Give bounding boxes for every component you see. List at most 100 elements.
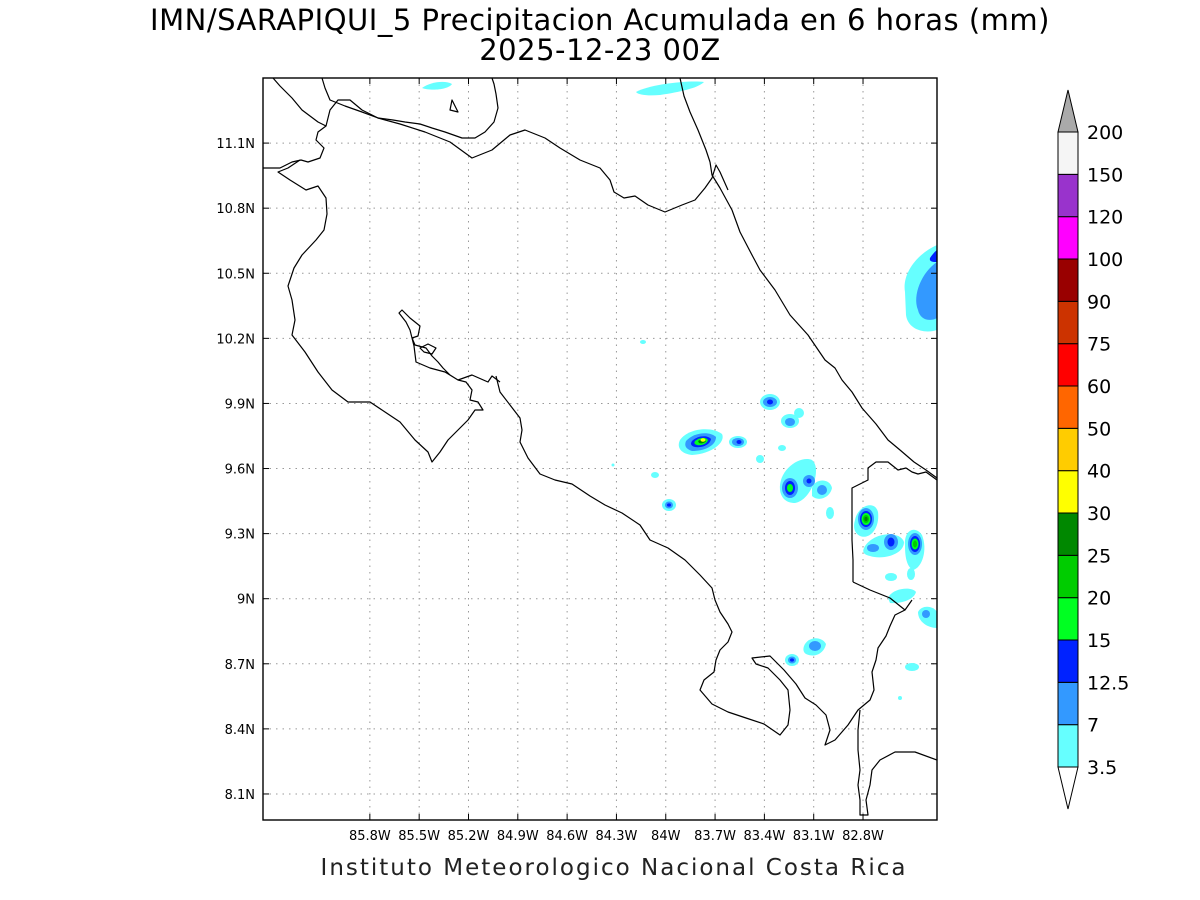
precip-cell	[806, 478, 812, 484]
y-tick-label: 8.4N	[225, 723, 255, 738]
colorbar-swatch	[1057, 385, 1079, 429]
precip-cell	[809, 641, 821, 651]
y-tick-label: 10.2N	[216, 332, 255, 347]
y-tick-label: 9N	[237, 593, 255, 608]
x-tick-label: 85.2W	[448, 829, 490, 844]
x-tick-label: 82.8W	[842, 829, 884, 844]
colorbar-label: 3.5	[1087, 757, 1117, 779]
precip-cell	[767, 399, 773, 405]
precip-area-north-1	[422, 81, 452, 90]
lake-nicaragua-shore	[321, 78, 499, 139]
precip-speck	[778, 445, 786, 451]
precip-cell	[913, 540, 917, 548]
coastline	[263, 78, 937, 816]
border-nicaragua	[325, 99, 729, 213]
x-tick-label: 84.3W	[596, 829, 638, 844]
colorbar-label: 120	[1087, 207, 1123, 229]
coastline-panama-pacific	[857, 709, 937, 816]
map-frame	[262, 77, 938, 821]
precip-area-north-2	[636, 81, 704, 96]
colorbar-label: 60	[1087, 376, 1111, 398]
colorbar-swatch	[1057, 343, 1079, 387]
precip-cell	[867, 544, 879, 552]
coastline-pacific-central	[495, 375, 913, 746]
colorbar-swatch	[1057, 724, 1079, 768]
precip-speck	[640, 340, 646, 344]
precip-speck	[885, 573, 897, 581]
colorbar-swatch	[1057, 470, 1079, 514]
colorbar-label: 150	[1087, 164, 1123, 186]
colorbar-label: 100	[1087, 249, 1123, 271]
precip-cell	[700, 438, 706, 442]
x-tick-label: 84.9W	[497, 829, 539, 844]
precip-speck	[756, 455, 764, 463]
x-tick-label: 83.1W	[793, 829, 835, 844]
x-tick-label: 83.7W	[694, 829, 736, 844]
precip-speck	[826, 507, 834, 519]
colorbar-swatch	[1057, 173, 1079, 218]
y-axis: 8.1N 8.4N 8.7N 9N 9.3N 9.6N 9.9N 10.2N 10.5N 10.8…	[216, 137, 937, 803]
coastline-pacific-north	[263, 78, 327, 169]
precip-speck	[898, 696, 902, 700]
lake-island	[449, 99, 459, 113]
colorbar-label: 25	[1087, 545, 1111, 567]
border-panama-south	[852, 581, 906, 611]
precip-cell	[794, 408, 804, 418]
precip-speck	[905, 663, 919, 671]
precip-cell	[787, 484, 793, 492]
colorbar-arrow-high	[1057, 89, 1079, 133]
precip-cell	[790, 658, 794, 662]
coastline-caribbean	[709, 161, 937, 479]
colorbar-swatch	[1057, 597, 1079, 641]
y-tick-label: 8.1N	[225, 788, 255, 803]
precip-area-east-3	[929, 250, 937, 262]
precip-cell	[817, 485, 827, 495]
precip-cell	[864, 516, 868, 522]
x-tick-label: 84.6W	[546, 829, 588, 844]
y-tick-label: 8.7N	[225, 658, 255, 673]
y-tick-label: 10.8N	[216, 202, 255, 217]
colorbar-label: 12.5	[1087, 672, 1129, 694]
colorbar: 3.5 7 12.5 15 20 25 30 40 50 60 75 90 100 120 150 200	[1057, 89, 1129, 810]
island-chira	[419, 343, 437, 355]
coastline-pacific-nicoya	[277, 159, 501, 463]
y-tick-label: 10.5N	[216, 267, 255, 282]
precip-cell	[736, 440, 742, 444]
colorbar-swatch	[1057, 554, 1079, 599]
y-tick-label: 11.1N	[216, 137, 255, 152]
x-tick-label: 85.5W	[398, 829, 440, 844]
colorbar-label: 40	[1087, 461, 1111, 483]
colorbar-label: 7	[1087, 715, 1099, 737]
colorbar-label: 20	[1087, 588, 1111, 610]
precip-area-east-2	[916, 262, 937, 320]
credit-text: Instituto Meteorologico Nacional Costa R…	[320, 855, 908, 881]
colorbar-swatch	[1057, 258, 1079, 302]
colorbar-label: 90	[1087, 291, 1111, 313]
colorbar-swatch	[1057, 300, 1079, 345]
precip-speck	[651, 472, 659, 478]
colorbar-swatch	[1057, 427, 1079, 472]
colorbar-label: 15	[1087, 630, 1111, 652]
y-tick-label: 9.3N	[225, 528, 255, 543]
precip-cell	[922, 610, 930, 618]
colorbar-label: 30	[1087, 503, 1111, 525]
precip-speck	[611, 463, 615, 467]
x-tick-label: 83.4W	[743, 829, 785, 844]
colorbar-swatch	[1057, 131, 1079, 175]
colorbar-swatch	[1057, 681, 1079, 726]
precip-cell	[907, 568, 915, 580]
coastline-caribbean-north	[679, 78, 711, 163]
precip-cell	[785, 418, 795, 426]
border-panama	[851, 461, 937, 582]
precipitation-shading	[422, 81, 937, 700]
precip-cell	[887, 537, 895, 547]
x-axis: 85.8W 85.5W 85.2W 84.9W 84.6W 84.3W 84W 83.7W 83…	[349, 78, 884, 844]
colorbar-swatch	[1057, 216, 1079, 260]
x-tick-label: 84W	[651, 829, 681, 844]
lat-lon-grid	[263, 78, 937, 820]
precip-cell	[667, 503, 671, 507]
x-tick-label: 85.8W	[349, 829, 391, 844]
colorbar-label: 75	[1087, 334, 1111, 356]
colorbar-arrow-low	[1057, 766, 1079, 810]
